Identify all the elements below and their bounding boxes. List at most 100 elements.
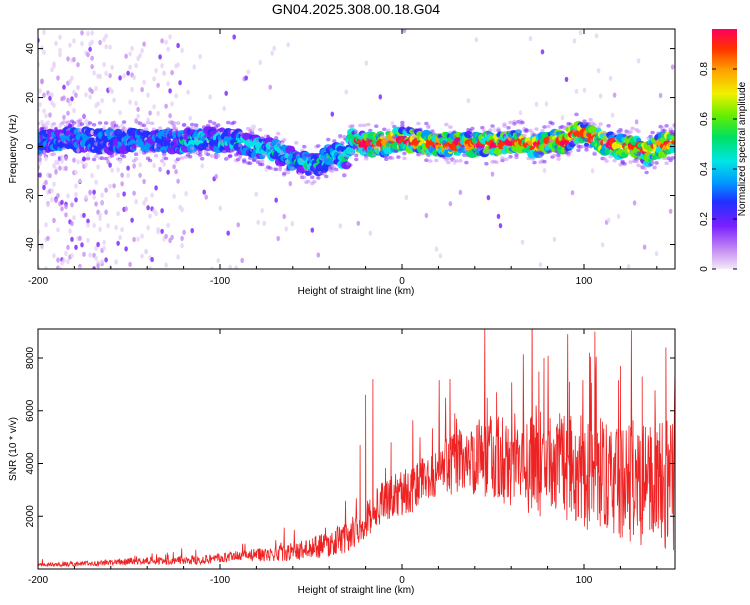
spectrogram-cell — [90, 173, 94, 179]
spectrogram-cell — [276, 235, 281, 242]
spectrogram-cell — [84, 92, 88, 98]
spectrogram-cell — [254, 191, 258, 197]
spectrogram-cell — [106, 159, 110, 165]
spectrogram-cell — [578, 30, 583, 36]
spectrogram-cell — [228, 264, 232, 269]
spectrogram-cell — [622, 133, 627, 138]
spectrogram-cell — [58, 165, 62, 171]
spectrogram-cell — [76, 147, 80, 154]
spectrogram-cell — [622, 162, 627, 166]
spectrogram-cell — [76, 159, 80, 165]
spectrogram-cell — [76, 62, 80, 68]
spectrogram-cell — [556, 157, 561, 161]
spectrogram-cell — [118, 110, 122, 116]
colorbar-gradient — [712, 29, 737, 269]
spectrogram-cell — [274, 197, 279, 203]
spectrogram-cell — [58, 47, 62, 54]
spectrogram-cell — [350, 124, 355, 129]
spectrogram-cell — [150, 192, 154, 198]
spectrogram-cell — [42, 92, 46, 98]
spectrogram-cell — [602, 131, 607, 135]
spectrogram-cell — [64, 155, 68, 161]
spectrogram-cell — [40, 244, 44, 250]
spectrogram-cell — [588, 117, 593, 122]
spectrogram-cell — [672, 132, 675, 137]
snr-x-ticks: -200 -100 0 100 — [28, 329, 658, 586]
spectrogram-cell — [286, 170, 291, 175]
spectrogram-cell — [312, 180, 317, 184]
spectrogram-cell — [86, 222, 90, 228]
spectrogram-cell — [140, 87, 144, 93]
spectrogram-cell — [216, 154, 221, 158]
spectrogram-cell — [62, 84, 66, 90]
spectrogram-cell — [490, 171, 495, 177]
spectrogram-cell — [502, 122, 507, 126]
spectrogram-cell — [44, 266, 48, 269]
spectrogram-cell — [175, 157, 181, 161]
spectrogram-cell — [102, 125, 106, 131]
x-tick-label: -100 — [210, 575, 230, 586]
spectrogram-cell — [180, 47, 184, 54]
spectrogram-cell — [60, 206, 64, 212]
spectrogram-cell — [154, 210, 158, 216]
spectrogram-cell — [206, 123, 211, 128]
spectrogram-cell — [598, 93, 603, 99]
spectrogram-cell — [40, 79, 44, 85]
spectrogram-cell — [538, 154, 543, 159]
spectrogram-cell — [163, 156, 169, 161]
spectrogram-cell — [110, 64, 114, 70]
spectrogram-cell — [574, 88, 579, 95]
spectrogram-cell — [390, 120, 395, 126]
spectrogram-cell — [160, 38, 164, 44]
spectrogram-cell — [416, 121, 421, 126]
snr-frame — [37, 328, 676, 570]
spectrogram-cell — [61, 146, 67, 151]
spectrogram-cell — [636, 58, 641, 64]
spectrogram-cell — [104, 70, 108, 76]
spectrogram-cell — [534, 101, 539, 107]
spectrogram-cell — [212, 121, 217, 126]
spectrogram-cell — [99, 156, 105, 160]
spectrogram-cell — [342, 172, 347, 177]
spectrogram-cell — [98, 39, 102, 46]
spectrogram-cell — [518, 110, 523, 116]
spectrogram-cell — [51, 152, 57, 156]
spectrogram-cell — [156, 82, 160, 88]
spectrogram-cell — [140, 48, 144, 54]
spectrogram-cell — [120, 227, 124, 233]
spectrogram-cell — [618, 128, 623, 132]
spectrogram-cell — [636, 129, 641, 134]
spectrogram-cell — [176, 42, 180, 49]
spectrogram-cell — [532, 160, 537, 165]
spectrogram-cell — [52, 163, 56, 169]
spectrogram-cell — [552, 236, 557, 242]
spectrogram-cell — [654, 161, 659, 165]
spectrogram-cell — [68, 101, 72, 107]
spectrogram-cell — [132, 74, 136, 80]
spectrogram-cell — [64, 204, 68, 210]
spectrogram-cell — [38, 156, 42, 162]
spectrogram-cell — [86, 30, 90, 37]
spectrogram-cell — [128, 261, 132, 267]
spectrogram-cell — [594, 33, 599, 39]
spectrogram-cell — [544, 101, 549, 107]
spectrogram-cell — [282, 213, 287, 220]
spectrogram-cell — [72, 38, 76, 44]
spectrogram-cell — [528, 36, 533, 42]
spectrogram-cell — [64, 212, 68, 218]
spectrogram-cell — [560, 115, 565, 121]
spectrogram-cell — [232, 120, 237, 125]
spectrogram-cell — [173, 127, 179, 131]
spectrogram-cell — [466, 131, 471, 136]
spectrogram-cell — [88, 94, 92, 100]
spectrogram-cell — [147, 158, 153, 163]
spectrogram-cell — [66, 258, 70, 265]
spectrogram-cell — [158, 54, 162, 60]
spectrogram-cell — [80, 41, 84, 47]
spectrogram-cell — [572, 38, 577, 44]
spectrogram-cell — [94, 201, 98, 207]
spectrogram-cell — [40, 119, 44, 125]
spectrogram-cell — [100, 200, 104, 206]
spectrogram-cell — [446, 160, 451, 165]
spectrogram-cell — [98, 226, 102, 232]
